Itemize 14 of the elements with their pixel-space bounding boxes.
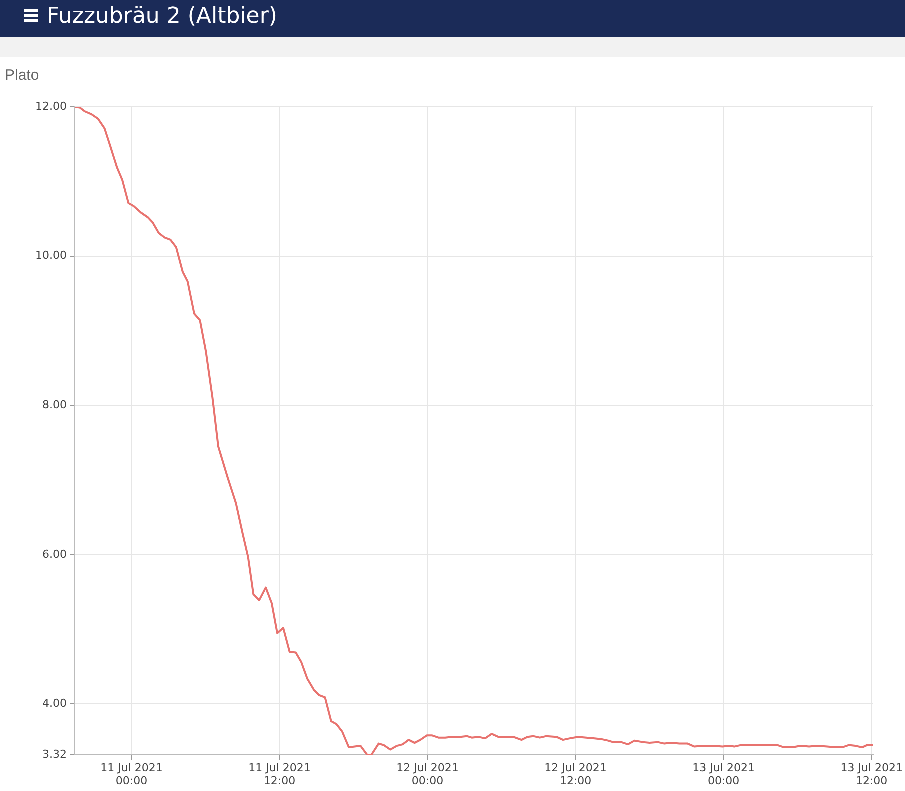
- x-tick-label: 12 Jul 2021 00:00: [396, 761, 459, 788]
- y-axis-title: Plato: [5, 67, 40, 85]
- y-tick-label: 4.00: [42, 697, 67, 710]
- y-tick-label: 8.00: [42, 398, 67, 412]
- x-tick-label: 13 Jul 2021 00:00: [692, 761, 755, 788]
- x-tick-label: 12 Jul 2021 12:00: [544, 761, 607, 788]
- y-tick-label: 12.00: [36, 100, 67, 113]
- y-tick-label: 6.00: [42, 548, 67, 561]
- x-tick-label: 11 Jul 2021 00:00: [100, 761, 163, 788]
- x-tick-label: 11 Jul 2021 12:00: [248, 761, 311, 788]
- x-tick-label: 13 Jul 2021 12:00: [840, 761, 903, 788]
- y-tick-label: 10.00: [36, 249, 67, 262]
- y-tick-label: 3.32: [42, 748, 67, 761]
- chart-title: Fuzzubräu 2 (Altbier): [47, 3, 278, 31]
